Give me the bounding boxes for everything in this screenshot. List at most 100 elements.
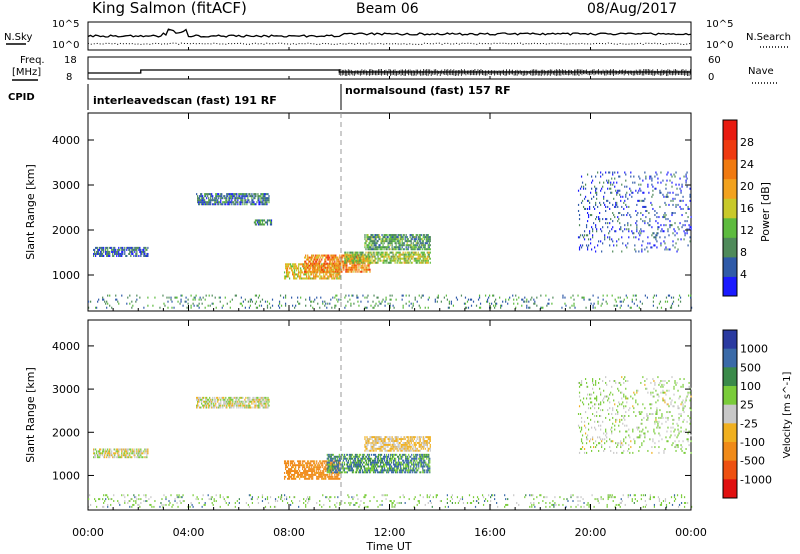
heatmap-cell	[402, 471, 404, 474]
heatmap-cell	[209, 400, 211, 403]
heatmap-cell	[653, 294, 656, 297]
heatmap-cell	[374, 242, 376, 245]
heatmap-cell	[682, 195, 684, 198]
heatmap-cell	[296, 273, 298, 276]
heatmap-cell	[456, 298, 459, 301]
heatmap-cell	[385, 248, 387, 251]
heatmap-cell	[346, 255, 348, 258]
heatmap-cell	[335, 455, 337, 458]
heatmap-cell	[429, 244, 431, 247]
heatmap-cell	[300, 277, 302, 280]
heatmap-cell	[355, 461, 358, 464]
heatmap-cell	[651, 195, 653, 198]
heatmap-cell	[356, 465, 359, 468]
heatmap-cell	[332, 270, 334, 273]
heatmap-cell	[582, 187, 585, 190]
heatmap-cell	[108, 450, 110, 453]
heatmap-cell	[418, 257, 420, 260]
heatmap-cell	[392, 457, 394, 460]
heatmap-cell	[421, 457, 423, 460]
heatmap-cell	[94, 456, 96, 459]
heatmap-cell	[398, 242, 400, 245]
heatmap-cell	[632, 232, 634, 235]
heatmap-cell	[488, 294, 491, 297]
heatmap-cell	[330, 270, 332, 273]
heatmap-cell	[313, 470, 315, 472]
heatmap-cell	[143, 248, 145, 251]
heatmap-cell	[97, 450, 99, 453]
heatmap-cell	[415, 234, 417, 237]
heatmap-cell	[469, 298, 472, 301]
heatmap-cell	[616, 193, 618, 196]
heatmap-cell	[355, 463, 358, 466]
heatmap-cell	[408, 244, 410, 247]
heatmap-cell	[314, 473, 316, 476]
heatmap-cell	[364, 257, 366, 260]
heatmap-cell	[291, 473, 293, 476]
heatmap-cell	[311, 473, 313, 476]
heatmap-cell	[655, 234, 657, 237]
heatmap-cell	[419, 457, 421, 460]
heatmap-cell	[371, 447, 373, 450]
heatmap-cell	[112, 456, 114, 459]
heatmap-cell	[394, 259, 396, 262]
heatmap-cell	[136, 248, 138, 251]
heatmap-cell	[387, 261, 389, 264]
heatmap-cell	[121, 448, 123, 451]
heatmap-cell	[424, 257, 426, 260]
heatmap-cell	[129, 250, 131, 253]
heatmap-cell	[127, 450, 129, 453]
heatmap-cell	[426, 471, 428, 474]
heatmap-cell	[318, 266, 320, 269]
heatmap-cell	[533, 302, 535, 305]
heatmap-cell	[583, 230, 586, 233]
heatmap-cell	[330, 266, 332, 269]
heatmap-cell	[398, 459, 400, 462]
heatmap-cell	[298, 275, 300, 278]
heatmap-cell	[255, 404, 257, 407]
heatmap-cell	[594, 207, 596, 210]
heatmap-cell	[134, 248, 136, 251]
heatmap-cell	[382, 471, 385, 474]
heatmap-cell	[331, 256, 333, 259]
heatmap-cell	[194, 298, 196, 301]
heatmap-cell	[145, 456, 147, 459]
heatmap-cell	[467, 306, 470, 309]
heatmap-cell	[284, 460, 287, 463]
heatmap-cell	[352, 257, 354, 260]
heatmap-cell	[338, 273, 340, 276]
heatmap-cell	[249, 304, 252, 307]
heatmap-cell	[407, 257, 409, 260]
heatmap-cell	[361, 261, 363, 264]
heatmap-cell	[636, 230, 638, 233]
heatmap-cell	[300, 267, 302, 270]
heatmap-cell	[365, 242, 367, 245]
heatmap-cell	[416, 471, 418, 474]
heatmap-cell	[385, 298, 387, 301]
heatmap-cell	[360, 264, 362, 267]
heatmap-cell	[316, 475, 318, 478]
heatmap-cell	[664, 248, 666, 251]
heatmap-cell	[423, 251, 425, 254]
heatmap-cell	[259, 396, 261, 399]
heatmap-cell	[412, 253, 414, 256]
heatmap-cell	[305, 277, 307, 280]
heatmap-cell	[378, 244, 380, 247]
heatmap-cell	[407, 238, 409, 241]
heatmap-cell	[203, 203, 205, 206]
heatmap-cell	[359, 256, 361, 259]
heatmap-cell	[255, 193, 257, 196]
heatmap-cell	[208, 294, 210, 297]
heatmap-cell	[168, 296, 170, 299]
heatmap-cell	[467, 298, 470, 301]
heatmap-cell	[198, 306, 200, 309]
heatmap-cell	[414, 457, 416, 460]
heatmap-cell	[336, 264, 338, 267]
heatmap-cell	[394, 467, 396, 470]
heatmap-cell	[245, 199, 247, 202]
heatmap-cell	[216, 406, 218, 409]
heatmap-cell	[263, 223, 266, 226]
heatmap-cell	[287, 460, 290, 463]
heatmap-cell	[376, 461, 379, 464]
heatmap-cell	[674, 212, 676, 215]
